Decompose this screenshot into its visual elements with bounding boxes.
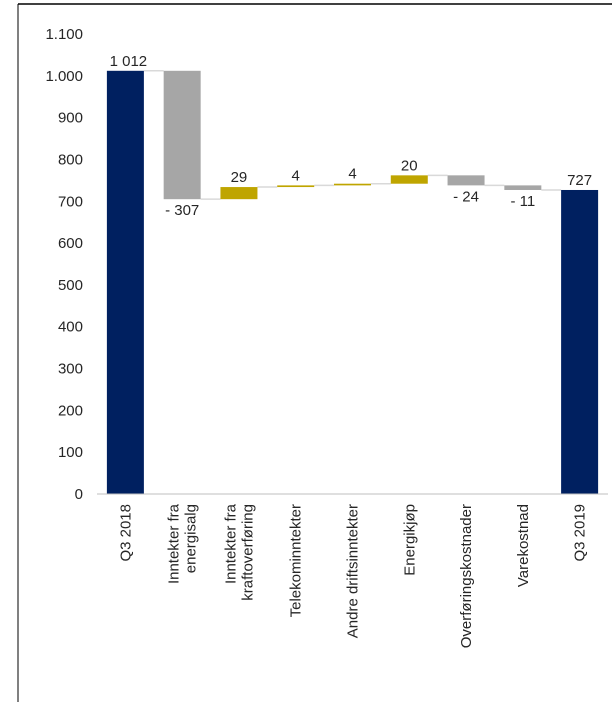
data-label-8: 727 xyxy=(567,172,592,189)
y-tick-label: 100 xyxy=(58,444,83,461)
y-tick-label: 200 xyxy=(58,402,83,419)
data-labels: 1 012 - 307 29 4 4 20 - 24 - 11 727 xyxy=(110,53,593,219)
y-tick-label: 900 xyxy=(58,110,83,127)
x-tick-label-line: Varekostnad xyxy=(515,504,532,587)
x-tick-label-1: Inntekter fra energisalg xyxy=(166,503,200,584)
y-tick-label: 1.100 xyxy=(45,26,83,43)
y-tick-label: 1.000 xyxy=(45,68,83,85)
data-label-6: - 24 xyxy=(453,188,479,205)
x-tick-label-line: Overføringskostnader xyxy=(458,504,475,648)
data-label-4: 4 xyxy=(348,166,356,183)
x-tick-label-line: kraftoverføring xyxy=(239,504,256,601)
connector-lines xyxy=(143,70,562,200)
y-tick-label: 0 xyxy=(75,486,83,503)
x-tick-label-line: Inntekter fra xyxy=(222,503,239,584)
bar-3 xyxy=(277,185,315,188)
x-tick-label-line: Telekominntekter xyxy=(288,504,305,617)
data-label-3: 4 xyxy=(292,167,300,184)
x-tick-label-0: Q3 2018 xyxy=(117,504,134,562)
x-tick-label-line: Andre driftsinntekter xyxy=(345,504,362,638)
y-tick-label: 300 xyxy=(58,361,83,378)
frame-lines xyxy=(17,3,612,702)
x-tick-label-6: Overføringskostnader xyxy=(458,504,475,648)
bar-4 xyxy=(334,183,371,186)
x-tick-label-line: Q3 2019 xyxy=(572,504,589,562)
x-tick-label-line: Q3 2018 xyxy=(117,504,134,562)
bar-1 xyxy=(163,70,201,200)
bars xyxy=(106,70,599,495)
y-tick-label: 600 xyxy=(58,235,83,252)
bar-2 xyxy=(220,187,258,200)
x-tick-label-7: Varekostnad xyxy=(515,504,532,587)
bar-5 xyxy=(390,175,428,184)
data-label-1: - 307 xyxy=(165,202,199,219)
data-label-2: 29 xyxy=(231,169,248,186)
bar-0 xyxy=(106,70,144,495)
x-tick-label-line: energisalg xyxy=(183,504,200,573)
y-tick-label: 700 xyxy=(58,193,83,210)
bar-8 xyxy=(561,189,599,494)
y-axis: 0 100 200 300 400 500 600 700 800 900 1.000 1.100 xyxy=(45,26,83,503)
data-label-7: - 11 xyxy=(510,193,535,210)
y-tick-label: 500 xyxy=(58,277,83,294)
data-label-0: 1 012 xyxy=(110,53,148,70)
x-tick-label-4: Andre driftsinntekter xyxy=(345,504,362,638)
x-tick-label-line: Energikjøp xyxy=(401,504,418,576)
x-tick-label-2: Inntekter fra kraftoverføring xyxy=(222,503,256,600)
bar-7 xyxy=(504,185,542,190)
y-tick-label: 800 xyxy=(58,151,83,168)
x-axis: Q3 2018 Inntekter fra energisalg Inntekter … xyxy=(97,493,608,648)
y-tick-label: 400 xyxy=(58,319,83,336)
x-tick-label-8: Q3 2019 xyxy=(572,504,589,562)
x-tick-label-line: Inntekter fra xyxy=(166,503,183,584)
data-label-5: 20 xyxy=(401,157,418,174)
x-tick-label-5: Energikjøp xyxy=(401,504,418,576)
x-tick-label-3: Telekominntekter xyxy=(288,504,305,617)
bar-6 xyxy=(447,175,485,186)
